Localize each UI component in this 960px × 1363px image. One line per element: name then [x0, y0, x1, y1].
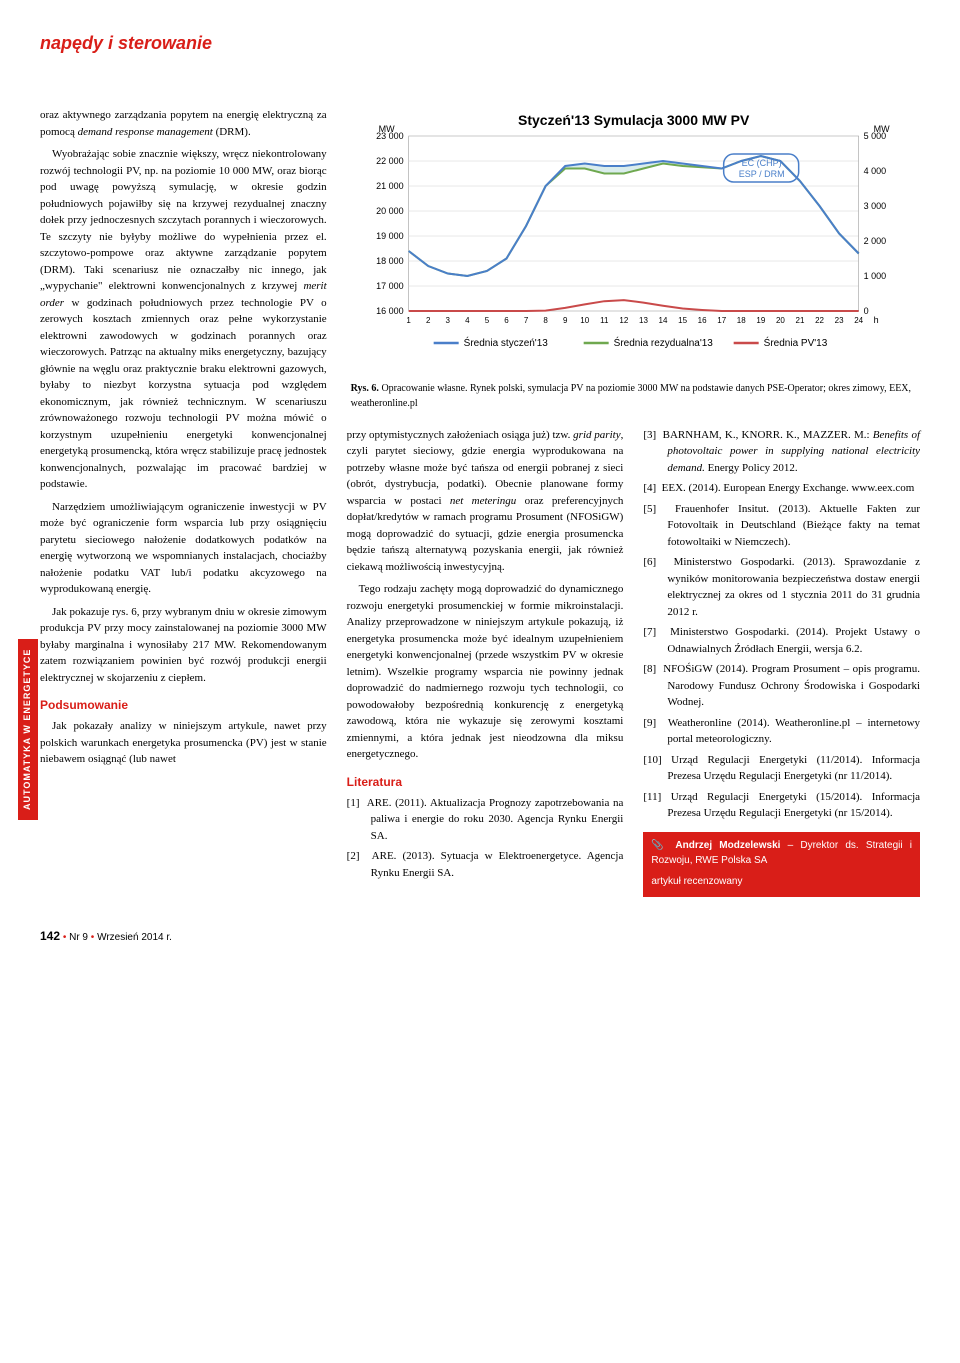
para: oraz aktywnego zarządzania popytem na en…: [40, 107, 327, 140]
svg-text:Średnia rezydualna'13: Średnia rezydualna'13: [613, 336, 713, 349]
svg-text:4: 4: [465, 316, 470, 325]
reviewed-label: artykuł recenzowany: [651, 874, 912, 889]
author-line: 📎 Andrzej Modzelewski – Dyrektor ds. Str…: [651, 838, 912, 868]
svg-text:16: 16: [697, 316, 706, 325]
svg-text:19 000: 19 000: [376, 231, 404, 241]
author-box: 📎 Andrzej Modzelewski – Dyrektor ds. Str…: [643, 832, 920, 897]
page-footer: 142 • Nr 9 • Wrzesień 2014 r.: [40, 927, 920, 945]
subheading-summary: Podsumowanie: [40, 696, 327, 714]
svg-text:3: 3: [445, 316, 450, 325]
svg-text:3 000: 3 000: [863, 201, 886, 211]
reference: [10] Urząd Regulacji Energetyki (11/2014…: [643, 752, 920, 785]
reference: [11] Urząd Regulacji Energetyki (15/2014…: [643, 789, 920, 822]
para: Tego rodzaju zachęty mogą doprowadzić do…: [347, 581, 624, 763]
svg-text:1 000: 1 000: [863, 271, 886, 281]
reference: [6] Ministerstwo Gospodarki. (2013). Spr…: [643, 554, 920, 620]
svg-text:21: 21: [795, 316, 804, 325]
svg-text:6: 6: [504, 316, 509, 325]
reference: [4] EEX. (2014). European Energy Exchang…: [643, 480, 920, 497]
svg-text:2: 2: [426, 316, 431, 325]
section-header: napędy i sterowanie: [40, 30, 920, 57]
svg-text:20: 20: [776, 316, 785, 325]
svg-text:Średnia styczeń'13: Średnia styczeń'13: [463, 336, 548, 349]
issue-date: Wrzesień 2014 r.: [97, 932, 172, 943]
reference: [5] Frauenhofer Insitut. (2013). Aktuell…: [643, 501, 920, 551]
svg-text:23: 23: [834, 316, 843, 325]
svg-text:5 000: 5 000: [863, 131, 886, 141]
svg-text:1: 1: [406, 316, 411, 325]
lower-two-columns: przy optymistycznych założeniach osiąga …: [347, 427, 920, 897]
svg-text:4 000: 4 000: [863, 166, 886, 176]
svg-text:22 000: 22 000: [376, 156, 404, 166]
reference: [2] ARE. (2013). Sytuacja w Elektroenerg…: [347, 848, 624, 881]
reference: [1] ARE. (2011). Aktualizacja Prognozy z…: [347, 795, 624, 845]
svg-text:19: 19: [756, 316, 765, 325]
para: Jak pokazuje rys. 6, przy wybranym dniu …: [40, 604, 327, 687]
svg-text:17: 17: [717, 316, 726, 325]
svg-text:11: 11: [600, 316, 609, 325]
svg-text:17 000: 17 000: [376, 281, 404, 291]
svg-text:ESP / DRM: ESP / DRM: [738, 169, 784, 179]
page-number: 142: [40, 929, 60, 943]
column-2: przy optymistycznych założeniach osiąga …: [347, 427, 624, 897]
chart-figure: Styczeń'13 Symulacja 3000 MW PVMW23 0002…: [347, 107, 920, 415]
svg-text:5: 5: [484, 316, 489, 325]
svg-text:18: 18: [736, 316, 745, 325]
reference: [8] NFOŚiGW (2014). Program Prosument – …: [643, 661, 920, 711]
main-content: oraz aktywnego zarządzania popytem na en…: [40, 107, 920, 897]
svg-text:Styczeń'13 Symulacja 3000 MW P: Styczeń'13 Symulacja 3000 MW PV: [518, 112, 750, 128]
svg-text:7: 7: [524, 316, 529, 325]
reference: [3] BARNHAM, K., KNORR. K., MAZZER. M.: …: [643, 427, 920, 477]
column-3: [3] BARNHAM, K., KNORR. K., MAZZER. M.: …: [643, 427, 920, 897]
svg-text:12: 12: [619, 316, 628, 325]
column-1: oraz aktywnego zarządzania popytem na en…: [40, 107, 327, 897]
chart-caption: Rys. 6. Opracowanie własne. Rynek polski…: [351, 381, 916, 411]
svg-text:0: 0: [863, 306, 868, 316]
svg-text:EC (CHP): EC (CHP): [741, 158, 781, 168]
svg-text:16 000: 16 000: [376, 306, 404, 316]
para: Wyobrażając sobie znacznie większy, wręc…: [40, 146, 327, 493]
svg-text:h: h: [873, 315, 878, 325]
svg-text:8: 8: [543, 316, 548, 325]
svg-text:20 000: 20 000: [376, 206, 404, 216]
right-columns: Styczeń'13 Symulacja 3000 MW PVMW23 0002…: [347, 107, 920, 897]
sidebar-category: AUTOMATYKA W ENERGETYCE: [18, 639, 38, 820]
reference: [9] Weatheronline (2014). Weatheronline.…: [643, 715, 920, 748]
chart-svg: Styczeń'13 Symulacja 3000 MW PVMW23 0002…: [351, 111, 916, 371]
svg-text:2 000: 2 000: [863, 236, 886, 246]
svg-text:13: 13: [639, 316, 648, 325]
para: Jak pokazały analizy w niniejszym artyku…: [40, 718, 327, 768]
svg-text:14: 14: [658, 316, 667, 325]
svg-text:18 000: 18 000: [376, 256, 404, 266]
svg-text:10: 10: [580, 316, 589, 325]
para: przy optymistycznych założeniach osiąga …: [347, 427, 624, 576]
issue-number: Nr 9: [69, 932, 88, 943]
svg-text:21 000: 21 000: [376, 181, 404, 191]
para: Narzędziem umożliwiającym ograniczenie i…: [40, 499, 327, 598]
subheading-literature: Literatura: [347, 773, 624, 791]
svg-text:9: 9: [563, 316, 568, 325]
svg-text:Średnia PV'13: Średnia PV'13: [763, 336, 827, 349]
svg-text:23 000: 23 000: [376, 131, 404, 141]
reference: [7] Ministerstwo Gospodarki. (2014). Pro…: [643, 624, 920, 657]
svg-text:24: 24: [854, 316, 863, 325]
svg-text:22: 22: [815, 316, 824, 325]
svg-text:15: 15: [678, 316, 687, 325]
